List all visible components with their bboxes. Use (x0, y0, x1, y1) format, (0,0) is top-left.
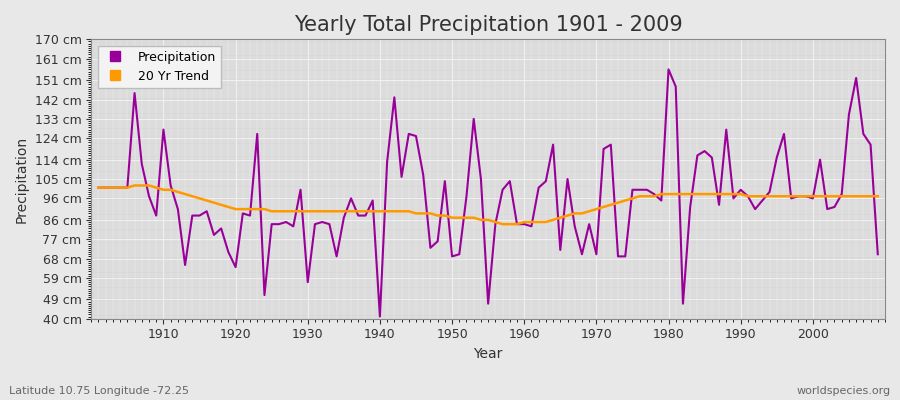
Precipitation (518, 222, 529, 226)
Precipitation (93, 185, 104, 190)
20 Yr Trend (317, 209, 328, 214)
20 Yr Trend (872, 194, 883, 199)
Text: Latitude 10.75 Longitude -72.25: Latitude 10.75 Longitude -72.25 (9, 386, 189, 396)
Precipitation (526, 224, 536, 229)
20 Yr Trend (497, 222, 508, 226)
20 Yr Trend (93, 185, 104, 190)
Precipitation (151, 213, 162, 218)
Text: worldspecies.org: worldspecies.org (796, 386, 891, 396)
Precipitation (374, 314, 385, 319)
Precipitation (353, 213, 364, 218)
X-axis label: Year: Year (473, 347, 503, 361)
Line: 20 Yr Trend: 20 Yr Trend (98, 186, 878, 224)
20 Yr Trend (526, 220, 536, 224)
20 Yr Trend (620, 198, 631, 203)
20 Yr Trend (130, 183, 140, 188)
Line: Precipitation: Precipitation (98, 70, 878, 316)
20 Yr Trend (158, 187, 169, 192)
20 Yr Trend (360, 209, 371, 214)
20 Yr Trend (533, 220, 544, 224)
Precipitation (613, 254, 624, 259)
Precipitation (663, 67, 674, 72)
Y-axis label: Precipitation: Precipitation (15, 136, 29, 222)
Title: Yearly Total Precipitation 1901 - 2009: Yearly Total Precipitation 1901 - 2009 (293, 15, 682, 35)
Legend: Precipitation, 20 Yr Trend: Precipitation, 20 Yr Trend (97, 46, 220, 88)
Precipitation (872, 252, 883, 257)
Precipitation (310, 222, 320, 226)
